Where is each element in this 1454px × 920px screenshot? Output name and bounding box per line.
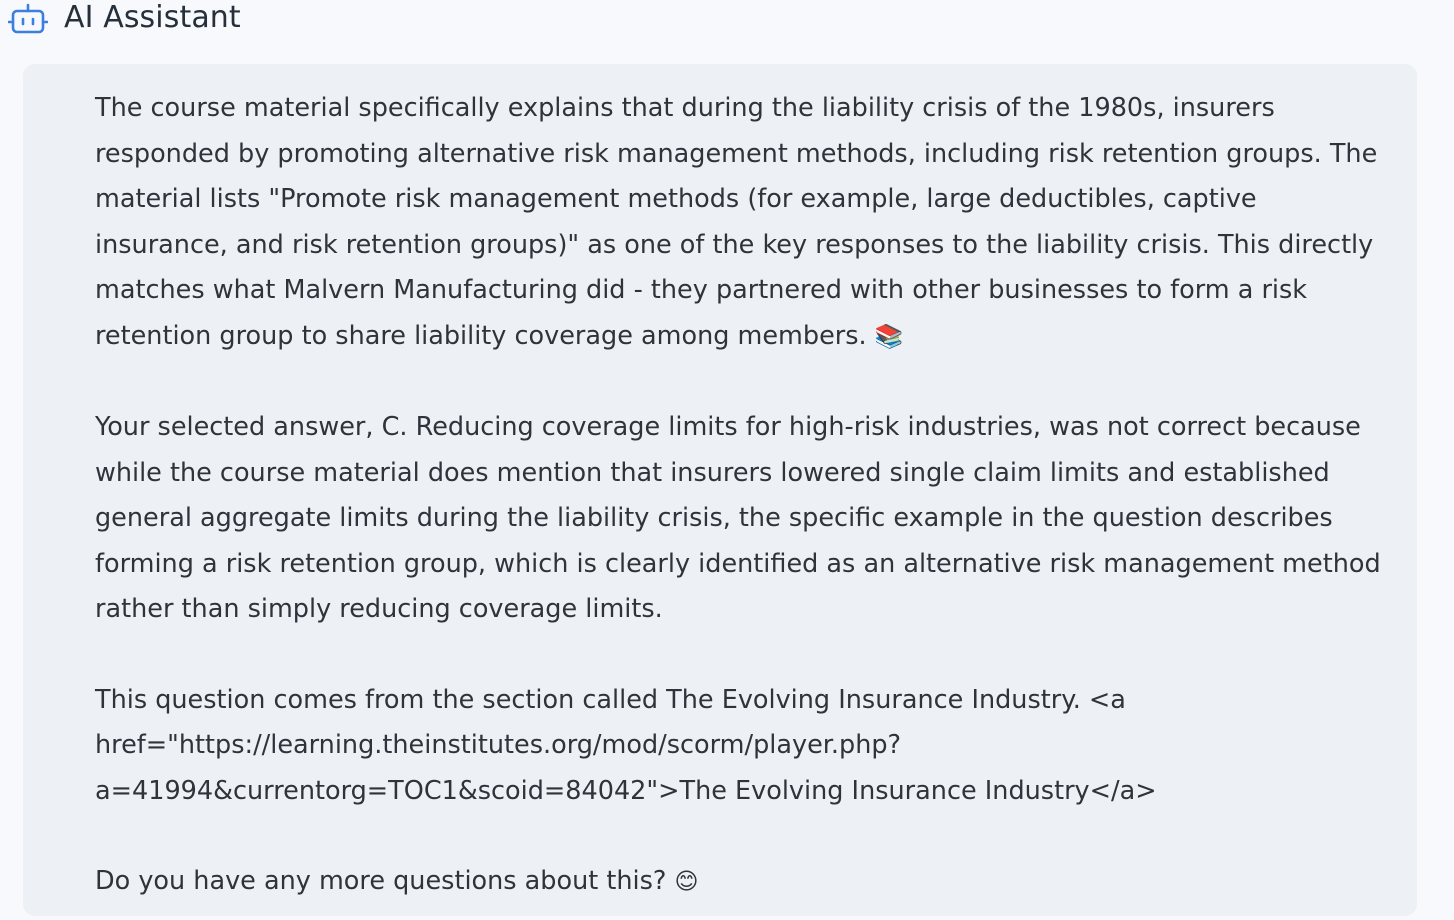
- message-paragraph-1: The course material specifically explain…: [95, 86, 1383, 360]
- assistant-message-bubble: The course material specifically explain…: [23, 64, 1417, 916]
- robot-icon: [8, 3, 48, 34]
- message-paragraph-4: Do you have any more questions about thi…: [95, 859, 1383, 906]
- message-paragraph-1-text: The course material specifically explain…: [95, 93, 1386, 351]
- assistant-header: AI Assistant: [0, 0, 1454, 40]
- message-paragraph-2: Your selected answer, C. Reducing covera…: [95, 412, 1389, 624]
- message-paragraph-3: This question comes from the section cal…: [95, 684, 1157, 806]
- assistant-message: The course material specifically explain…: [95, 86, 1383, 906]
- assistant-title: AI Assistant: [64, 0, 241, 35]
- books-emoji-icon: 📚: [874, 323, 904, 350]
- smile-emoji-icon: 😊: [674, 869, 699, 895]
- message-paragraph-4-text: Do you have any more questions about thi…: [95, 866, 667, 896]
